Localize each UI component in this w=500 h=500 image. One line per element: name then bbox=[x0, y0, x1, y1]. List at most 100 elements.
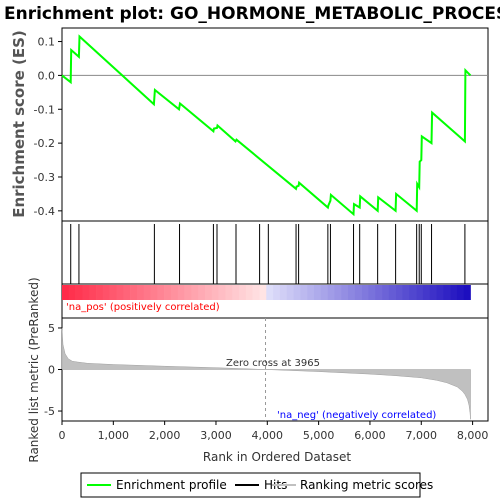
heatmap-cell bbox=[184, 285, 192, 300]
heatmap-cell bbox=[409, 285, 417, 300]
heatmap-cell bbox=[245, 285, 253, 300]
heatmap-cell bbox=[402, 285, 410, 300]
heatmap-cell bbox=[463, 285, 471, 300]
heatmap-cell bbox=[150, 285, 158, 300]
heatmap-cell bbox=[116, 285, 124, 300]
hits-frame bbox=[61, 220, 489, 285]
heatmap-cell bbox=[211, 285, 219, 300]
heatmap-cell bbox=[429, 285, 437, 300]
es-tick-label: -0.3 bbox=[34, 171, 55, 184]
heatmap-cell bbox=[170, 285, 179, 300]
heatmap-cell bbox=[307, 285, 315, 300]
metric-y-ticks: 5 0 -5 bbox=[44, 322, 62, 418]
heatmap-cell bbox=[341, 285, 349, 300]
metric-tick-label: 5 bbox=[48, 322, 55, 335]
heatmap-cell bbox=[89, 285, 97, 300]
es-plot-frame bbox=[61, 27, 489, 222]
x-tick-label: 8,000 bbox=[457, 429, 489, 442]
negative-correlation-label: 'na_neg' (negatively correlated) bbox=[277, 410, 436, 421]
heatmap-cell bbox=[266, 285, 274, 300]
heatmap-cell bbox=[286, 285, 294, 300]
heatmap-cell bbox=[164, 285, 172, 300]
heatmap-cell bbox=[82, 285, 90, 300]
es-y-axis-label: Enrichment score (ES) bbox=[10, 30, 28, 218]
heatmap-cell bbox=[456, 285, 465, 300]
heatmap-cell bbox=[382, 285, 390, 300]
legend: Enrichment profile Hits Ranking metric s… bbox=[80, 472, 433, 498]
es-tick-label: 0.1 bbox=[38, 36, 56, 49]
heatmap-cell bbox=[416, 285, 424, 300]
heatmap-cell bbox=[130, 285, 138, 300]
heatmap-cell bbox=[96, 285, 104, 300]
enrichment-profile-line bbox=[61, 34, 472, 217]
x-tick-label: 4,000 bbox=[252, 429, 284, 442]
ranking-heatmap-panel: 'na_pos' (positively correlated) bbox=[61, 283, 489, 319]
heatmap-cell bbox=[232, 285, 240, 300]
x-tick-label: 6,000 bbox=[354, 429, 386, 442]
chart-title: Enrichment plot: GO_HORMONE_METABOLIC_PR… bbox=[4, 4, 500, 24]
heatmap-cell bbox=[327, 285, 335, 300]
heatmap-cell bbox=[388, 285, 396, 300]
heatmap-cell bbox=[368, 285, 376, 300]
heatmap-cell bbox=[293, 285, 301, 300]
es-tick-label: -0.4 bbox=[34, 205, 55, 218]
es-y-ticks: 0.1 0.0 -0.1 -0.2 -0.3 -0.4 bbox=[34, 36, 62, 218]
metric-tick-label: 0 bbox=[48, 364, 55, 377]
x-tick-label: 2,000 bbox=[149, 429, 181, 442]
hit-markers bbox=[70, 224, 466, 284]
heatmap-cell bbox=[225, 285, 233, 300]
heatmap-cell bbox=[204, 285, 213, 300]
legend-label-enrichment: Enrichment profile bbox=[116, 478, 227, 492]
x-tick-label: 7,000 bbox=[406, 429, 438, 442]
heatmap-cell bbox=[68, 285, 76, 300]
heatmap-cell bbox=[313, 285, 322, 300]
heatmap-cell bbox=[218, 285, 226, 300]
heatmap-cell bbox=[436, 285, 444, 300]
es-tick-label: 0.0 bbox=[38, 69, 56, 82]
heatmap-cell bbox=[198, 285, 206, 300]
heatmap-cell bbox=[422, 285, 430, 300]
heatmap-cell bbox=[75, 285, 83, 300]
heatmap-bar bbox=[62, 285, 471, 300]
heatmap-cell bbox=[123, 285, 131, 300]
heatmap-cell bbox=[109, 285, 117, 300]
heatmap-cell bbox=[177, 285, 185, 300]
heatmap-cell bbox=[157, 285, 165, 300]
heatmap-cell bbox=[450, 285, 458, 300]
heatmap-cell bbox=[136, 285, 145, 300]
heatmap-cell bbox=[395, 285, 403, 300]
heatmap-cell bbox=[252, 285, 260, 300]
hits-panel bbox=[61, 220, 489, 285]
heatmap-cell bbox=[443, 285, 451, 300]
heatmap-cell bbox=[273, 285, 281, 300]
heatmap-cell bbox=[354, 285, 362, 300]
heatmap-cell bbox=[347, 285, 356, 300]
heatmap-cell bbox=[62, 285, 70, 300]
enrichment-score-panel: 0.1 0.0 -0.1 -0.2 -0.3 -0.4 Enrichment score … bbox=[10, 27, 489, 222]
metric-tick-label: -5 bbox=[44, 405, 55, 418]
ranked-metric-panel: Zero cross at 3965 'na_neg' (negatively … bbox=[27, 277, 489, 463]
heatmap-cell bbox=[143, 285, 151, 300]
heatmap-cell bbox=[191, 285, 199, 300]
ranking-metric-area bbox=[61, 327, 471, 420]
x-tick-label: 1,000 bbox=[98, 429, 130, 442]
positive-correlation-label: 'na_pos' (positively correlated) bbox=[66, 302, 220, 313]
heatmap-cell bbox=[279, 285, 288, 300]
heatmap-cell bbox=[102, 285, 110, 300]
x-axis-label: Rank in Ordered Dataset bbox=[203, 450, 351, 464]
heatmap-cell bbox=[259, 285, 267, 300]
legend-label-metric: Ranking metric scores bbox=[300, 478, 433, 492]
heatmap-cell bbox=[239, 285, 247, 300]
heatmap-cell bbox=[320, 285, 328, 300]
es-tick-label: -0.1 bbox=[34, 103, 55, 116]
x-axis-ticks: 0 1,000 2,000 3,000 4,000 5,000 6,000 7,000 8,00… bbox=[59, 421, 489, 442]
heatmap-cell bbox=[334, 285, 342, 300]
x-tick-label: 3,000 bbox=[200, 429, 232, 442]
heatmap-cell bbox=[300, 285, 308, 300]
metric-y-axis-label: Ranked list metric (PreRanked) bbox=[27, 277, 41, 462]
es-tick-label: -0.2 bbox=[34, 137, 55, 150]
x-tick-label: 5,000 bbox=[303, 429, 335, 442]
heatmap-cell bbox=[361, 285, 369, 300]
x-tick-label: 0 bbox=[59, 429, 66, 442]
